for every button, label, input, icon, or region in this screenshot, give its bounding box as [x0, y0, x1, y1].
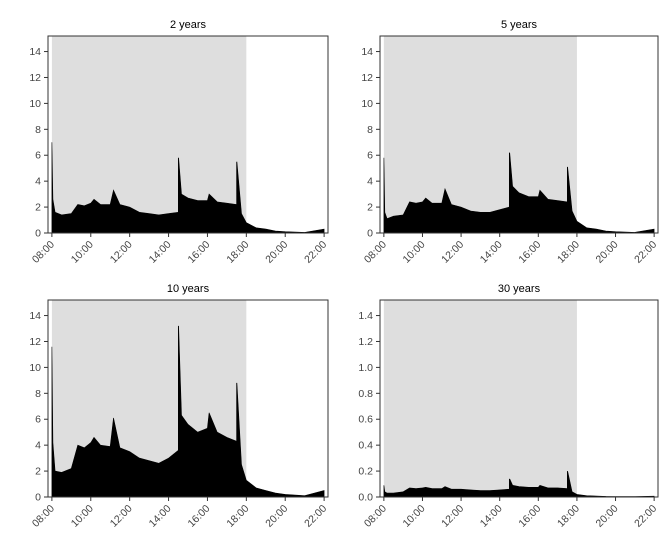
series-area: [383, 152, 655, 234]
panel-title: 2 years: [170, 19, 207, 31]
y-tick-label: 12: [29, 72, 41, 84]
x-tick-label: 14:00: [478, 239, 505, 266]
y-tick-label: 4: [35, 440, 41, 452]
x-tick-label: 08:00: [362, 503, 389, 530]
x-tick-label: 22:00: [632, 239, 659, 266]
chart-panel-1: 2 years 0 2 4 6 8 10 12 14 08:00 10:00 12:00 14:00 16…: [29, 19, 329, 266]
chart-panel-3: 10 years 0 2 4 6 8 10 12 14 08:00 10:00 12:00 14:00 1…: [29, 283, 329, 530]
x-tick-label: 18:00: [555, 503, 582, 530]
y-tick-label: 12: [361, 72, 373, 84]
series-area: [51, 325, 325, 498]
x-tick-label: 16:00: [516, 503, 543, 530]
y-tick-label: 8: [35, 388, 41, 400]
y-tick-label: 14: [29, 46, 41, 58]
x-tick-label: 22:00: [302, 503, 329, 530]
chart-panel-4: 30 years 0.0 0.2 0.4 0.6 0.8 1.0 1.2 1.4 08:00 10:…: [358, 283, 659, 530]
y-tick-label: 0: [367, 228, 373, 240]
x-tick-label: 16:00: [185, 503, 212, 530]
panel-title: 10 years: [167, 283, 210, 295]
x-tick-label: 10:00: [401, 503, 428, 530]
y-tick-label: 6: [35, 150, 41, 162]
x-tick-label: 08:00: [362, 239, 389, 266]
y-tick-label: 10: [361, 98, 373, 110]
panel-border: [47, 299, 329, 498]
y-tick-label: 1.0: [358, 362, 373, 374]
panel-border: [47, 35, 329, 234]
panel-border: [379, 299, 659, 498]
x-tick-label: 20:00: [594, 239, 621, 266]
y-tick-label: 0.6: [358, 414, 373, 426]
y-tick-label: 1.2: [358, 336, 373, 348]
y-tick-label: 2: [35, 466, 41, 478]
y-tick-label: 6: [35, 414, 41, 426]
y-tick-label: 6: [367, 150, 373, 162]
x-tick-label: 12:00: [439, 239, 466, 266]
y-tick-label: 10: [29, 362, 41, 374]
y-tick-label: 14: [361, 46, 373, 58]
y-tick-label: 0: [35, 228, 41, 240]
y-tick-label: 14: [29, 310, 41, 322]
panel-title: 5 years: [501, 19, 538, 31]
x-tick-label: 18:00: [224, 239, 251, 266]
y-tick-label: 4: [367, 176, 373, 188]
y-tick-label: 4: [35, 176, 41, 188]
panel-border: [379, 35, 659, 234]
x-tick-label: 20:00: [263, 503, 290, 530]
y-tick-label: 0.8: [358, 388, 373, 400]
y-tick-label: 8: [367, 124, 373, 136]
y-tick-label: 1.4: [358, 310, 373, 322]
x-tick-label: 10:00: [69, 503, 96, 530]
y-tick-label: 2: [35, 202, 41, 214]
x-tick-label: 14:00: [147, 503, 174, 530]
x-tick-label: 16:00: [516, 239, 543, 266]
y-tick-label: 12: [29, 336, 41, 348]
x-tick-label: 14:00: [478, 503, 505, 530]
y-tick-label: 8: [35, 124, 41, 136]
x-tick-label: 10:00: [401, 239, 428, 266]
y-tick-label: 0.2: [358, 466, 373, 478]
y-tick-label: 0.0: [358, 492, 373, 504]
x-tick-label: 22:00: [632, 503, 659, 530]
x-tick-label: 10:00: [69, 239, 96, 266]
y-tick-label: 0.4: [358, 440, 373, 452]
panel-title: 30 years: [498, 283, 541, 295]
x-tick-label: 20:00: [263, 239, 290, 266]
x-tick-label: 12:00: [108, 239, 135, 266]
series-area: [51, 142, 325, 234]
shaded-interval: [383, 300, 577, 497]
x-tick-label: 18:00: [224, 503, 251, 530]
series-area: [383, 471, 655, 498]
y-tick-label: 2: [367, 202, 373, 214]
x-tick-label: 12:00: [439, 503, 466, 530]
x-tick-label: 08:00: [30, 239, 57, 266]
y-tick-label: 10: [29, 98, 41, 110]
x-tick-label: 12:00: [108, 503, 135, 530]
x-tick-label: 14:00: [147, 239, 174, 266]
x-tick-label: 16:00: [185, 239, 212, 266]
x-tick-label: 18:00: [555, 239, 582, 266]
x-tick-label: 08:00: [30, 503, 57, 530]
y-tick-label: 0: [35, 492, 41, 504]
x-tick-label: 20:00: [594, 503, 621, 530]
chart-panel-2: 5 years 0 2 4 6 8 10 12 14 08:00 10:00 12:00 14:00 16…: [361, 19, 659, 266]
x-tick-label: 22:00: [302, 239, 329, 266]
